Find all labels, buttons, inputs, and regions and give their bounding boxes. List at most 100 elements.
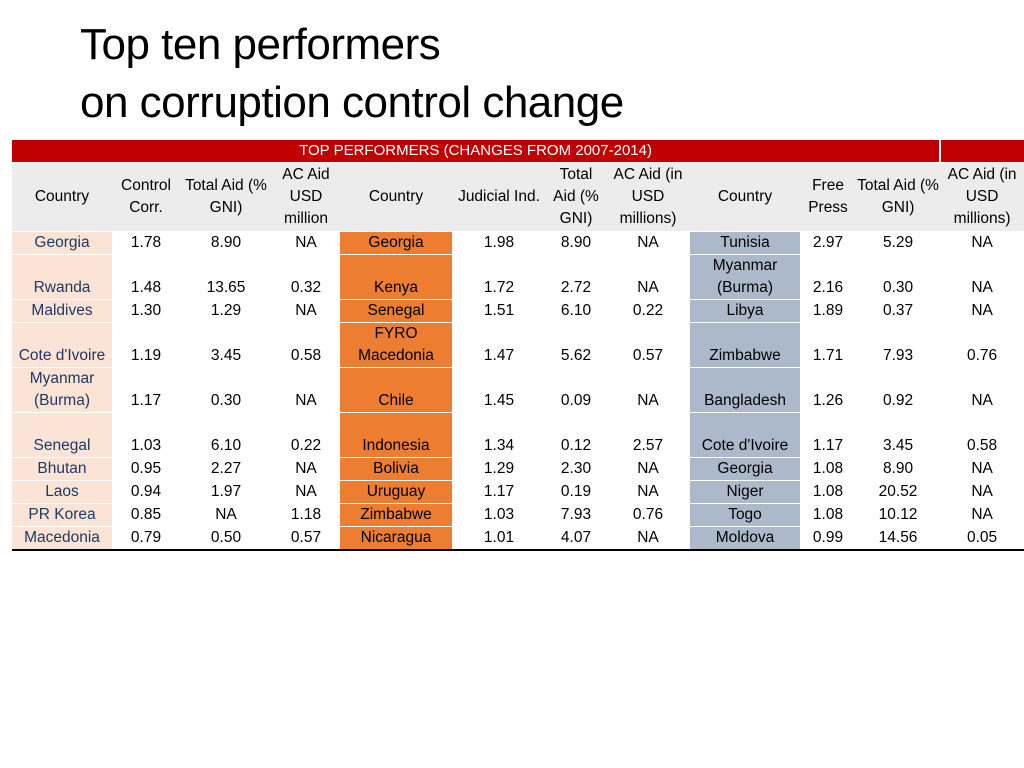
value-cell: 1.17 bbox=[452, 480, 546, 504]
value-cell: 0.05 bbox=[940, 526, 1024, 551]
column-header: Judicial Ind. bbox=[452, 162, 546, 232]
column-header: Country bbox=[340, 162, 452, 232]
value-cell: NA bbox=[606, 457, 690, 481]
value-cell: 0.95 bbox=[112, 457, 180, 481]
value-cell: 0.99 bbox=[800, 526, 856, 551]
value-cell: 1.78 bbox=[112, 231, 180, 255]
column-header: Total Aid (% GNI) bbox=[180, 162, 272, 232]
country-cell: Bangladesh bbox=[690, 367, 800, 413]
column-header: Country bbox=[12, 162, 112, 232]
value-cell: 8.90 bbox=[180, 231, 272, 255]
value-cell: NA bbox=[606, 231, 690, 255]
table-row: PR Korea 0.85 NA 1.18 Zimbabwe 1.03 7.93 0.76 To… bbox=[12, 503, 1024, 527]
value-cell: NA bbox=[606, 367, 690, 413]
value-cell: NA bbox=[940, 367, 1024, 413]
value-cell: 0.57 bbox=[272, 526, 340, 551]
value-cell: 7.93 bbox=[546, 503, 606, 527]
value-cell: 1.30 bbox=[112, 299, 180, 323]
value-cell: 5.29 bbox=[856, 231, 941, 255]
country-cell: Libya bbox=[690, 299, 800, 323]
value-cell: NA bbox=[272, 367, 340, 413]
value-cell: 2.16 bbox=[800, 254, 856, 300]
value-cell: NA bbox=[272, 231, 340, 255]
value-cell: 1.47 bbox=[452, 322, 546, 368]
value-cell: 1.48 bbox=[112, 254, 180, 300]
country-cell: Rwanda bbox=[12, 254, 112, 300]
country-cell: Moldova bbox=[690, 526, 800, 551]
value-cell: 2.57 bbox=[606, 412, 690, 458]
value-cell: 1.29 bbox=[452, 457, 546, 481]
value-cell: 0.30 bbox=[856, 254, 941, 300]
value-cell: 1.71 bbox=[800, 322, 856, 368]
country-cell: PR Korea bbox=[12, 503, 112, 527]
value-cell: 1.51 bbox=[452, 299, 546, 323]
country-cell: Senegal bbox=[12, 412, 112, 458]
country-cell: Zimbabwe bbox=[340, 503, 452, 527]
column-header: Total Aid (% GNI) bbox=[546, 162, 606, 232]
value-cell: 0.50 bbox=[180, 526, 272, 551]
value-cell: 0.76 bbox=[940, 322, 1024, 368]
country-cell: Myanmar (Burma) bbox=[690, 254, 800, 300]
value-cell: 1.97 bbox=[180, 480, 272, 504]
value-cell: 1.98 bbox=[452, 231, 546, 255]
country-cell: Maldives bbox=[12, 299, 112, 323]
country-cell: FYRO Macedonia bbox=[340, 322, 452, 368]
value-cell: 0.12 bbox=[546, 412, 606, 458]
country-cell: Georgia bbox=[12, 231, 112, 255]
title-line-2: on corruption control change bbox=[80, 78, 624, 127]
country-cell: Nicaragua bbox=[340, 526, 452, 551]
country-cell: Myanmar (Burma) bbox=[12, 367, 112, 413]
value-cell: 1.17 bbox=[112, 367, 180, 413]
value-cell: 5.62 bbox=[546, 322, 606, 368]
value-cell: 3.45 bbox=[856, 412, 941, 458]
country-cell: Georgia bbox=[340, 231, 452, 255]
value-cell: 14.56 bbox=[856, 526, 941, 551]
column-header: Country bbox=[690, 162, 800, 232]
value-cell: 1.08 bbox=[800, 503, 856, 527]
value-cell: 8.90 bbox=[856, 457, 941, 481]
table-banner-row: TOP PERFORMERS (CHANGES FROM 2007-2014) bbox=[12, 140, 1024, 163]
column-header: Total Aid (% GNI) bbox=[856, 162, 941, 232]
country-cell: Cote d'Ivoire bbox=[690, 412, 800, 458]
column-header: AC Aid (in USD millions) bbox=[940, 162, 1024, 232]
value-cell: 0.58 bbox=[272, 322, 340, 368]
value-cell: 0.57 bbox=[606, 322, 690, 368]
value-cell: 0.09 bbox=[546, 367, 606, 413]
country-cell: Zimbabwe bbox=[690, 322, 800, 368]
table-row: Bhutan 0.95 2.27 NA Bolivia 1.29 2.30 NA Georgia… bbox=[12, 457, 1024, 481]
country-cell: Kenya bbox=[340, 254, 452, 300]
value-cell: 0.92 bbox=[856, 367, 941, 413]
value-cell: 1.17 bbox=[800, 412, 856, 458]
table-row: Rwanda 1.48 13.65 0.32 Kenya 1.72 2.72 NA Myanma… bbox=[12, 254, 1024, 300]
value-cell: 4.07 bbox=[546, 526, 606, 551]
value-cell: 20.52 bbox=[856, 480, 941, 504]
table-row: Senegal 1.03 6.10 0.22 Indonesia 1.34 0.12 2.57… bbox=[12, 412, 1024, 458]
value-cell: 0.19 bbox=[546, 480, 606, 504]
value-cell: 0.58 bbox=[940, 412, 1024, 458]
value-cell: 13.65 bbox=[180, 254, 272, 300]
value-cell: 2.30 bbox=[546, 457, 606, 481]
value-cell: 0.22 bbox=[606, 299, 690, 323]
value-cell: 8.90 bbox=[546, 231, 606, 255]
country-cell: Bhutan bbox=[12, 457, 112, 481]
value-cell: 1.08 bbox=[800, 480, 856, 504]
value-cell: NA bbox=[272, 480, 340, 504]
top-performers-table: TOP PERFORMERS (CHANGES FROM 2007-2014) … bbox=[12, 140, 1024, 551]
column-header: Free Press bbox=[800, 162, 856, 232]
value-cell: NA bbox=[940, 503, 1024, 527]
value-cell: 3.45 bbox=[180, 322, 272, 368]
value-cell: 1.01 bbox=[452, 526, 546, 551]
value-cell: 1.89 bbox=[800, 299, 856, 323]
table-row: Cote d'Ivoire 1.19 3.45 0.58 FYRO Macedonia 1… bbox=[12, 322, 1024, 368]
value-cell: 6.10 bbox=[546, 299, 606, 323]
column-header: AC Aid (in USD millions) bbox=[606, 162, 690, 232]
value-cell: 1.19 bbox=[112, 322, 180, 368]
table-row: Macedonia 0.79 0.50 0.57 Nicaragua 1.01 4.07 NA… bbox=[12, 526, 1024, 551]
country-cell: Chile bbox=[340, 367, 452, 413]
value-cell: NA bbox=[940, 231, 1024, 255]
value-cell: NA bbox=[272, 299, 340, 323]
value-cell: 1.08 bbox=[800, 457, 856, 481]
value-cell: 2.97 bbox=[800, 231, 856, 255]
country-cell: Niger bbox=[690, 480, 800, 504]
value-cell: 0.37 bbox=[856, 299, 941, 323]
